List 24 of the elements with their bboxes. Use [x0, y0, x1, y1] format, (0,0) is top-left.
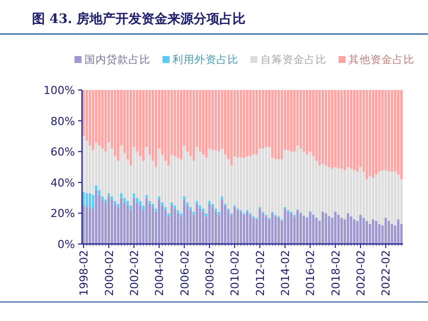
x-tick-label: 2002-02 — [128, 250, 141, 296]
y-tick-label: 20% — [50, 207, 75, 220]
y-tick-label: 80% — [50, 114, 75, 128]
y-tick-label: 100% — [44, 84, 75, 97]
y-tick-label: 40% — [50, 176, 75, 190]
x-tick-label: 2022-02 — [380, 250, 393, 296]
x-tick-label: 2010-02 — [228, 250, 242, 296]
x-tick-label: 2006-02 — [178, 250, 192, 296]
x-tick-label: 1998-02 — [78, 250, 91, 296]
chart-title: 图 43. 房地产开发资金来源分项占比 — [32, 11, 246, 27]
x-tick-label: 2004-02 — [153, 250, 166, 296]
y-tick-label: 0% — [58, 238, 75, 251]
x-tick-label: 2020-02 — [354, 250, 368, 296]
x-tick-label: 2000-02 — [102, 250, 116, 296]
legend-label: 国内贷款占比 — [84, 53, 150, 66]
legend-label: 其他资金占比 — [348, 53, 414, 66]
x-tick-label: 2012-02 — [254, 250, 267, 296]
y-tick-label: 60% — [50, 146, 75, 159]
legend-label: 利用外资占比 — [172, 53, 238, 66]
x-tick-label: 2014-02 — [278, 250, 292, 296]
x-tick-label: 2016-02 — [304, 250, 318, 296]
x-tick-label: 2018-02 — [329, 250, 342, 296]
x-tick-label: 2008-02 — [203, 250, 216, 296]
legend-label: 自筹资金占比 — [260, 53, 326, 66]
